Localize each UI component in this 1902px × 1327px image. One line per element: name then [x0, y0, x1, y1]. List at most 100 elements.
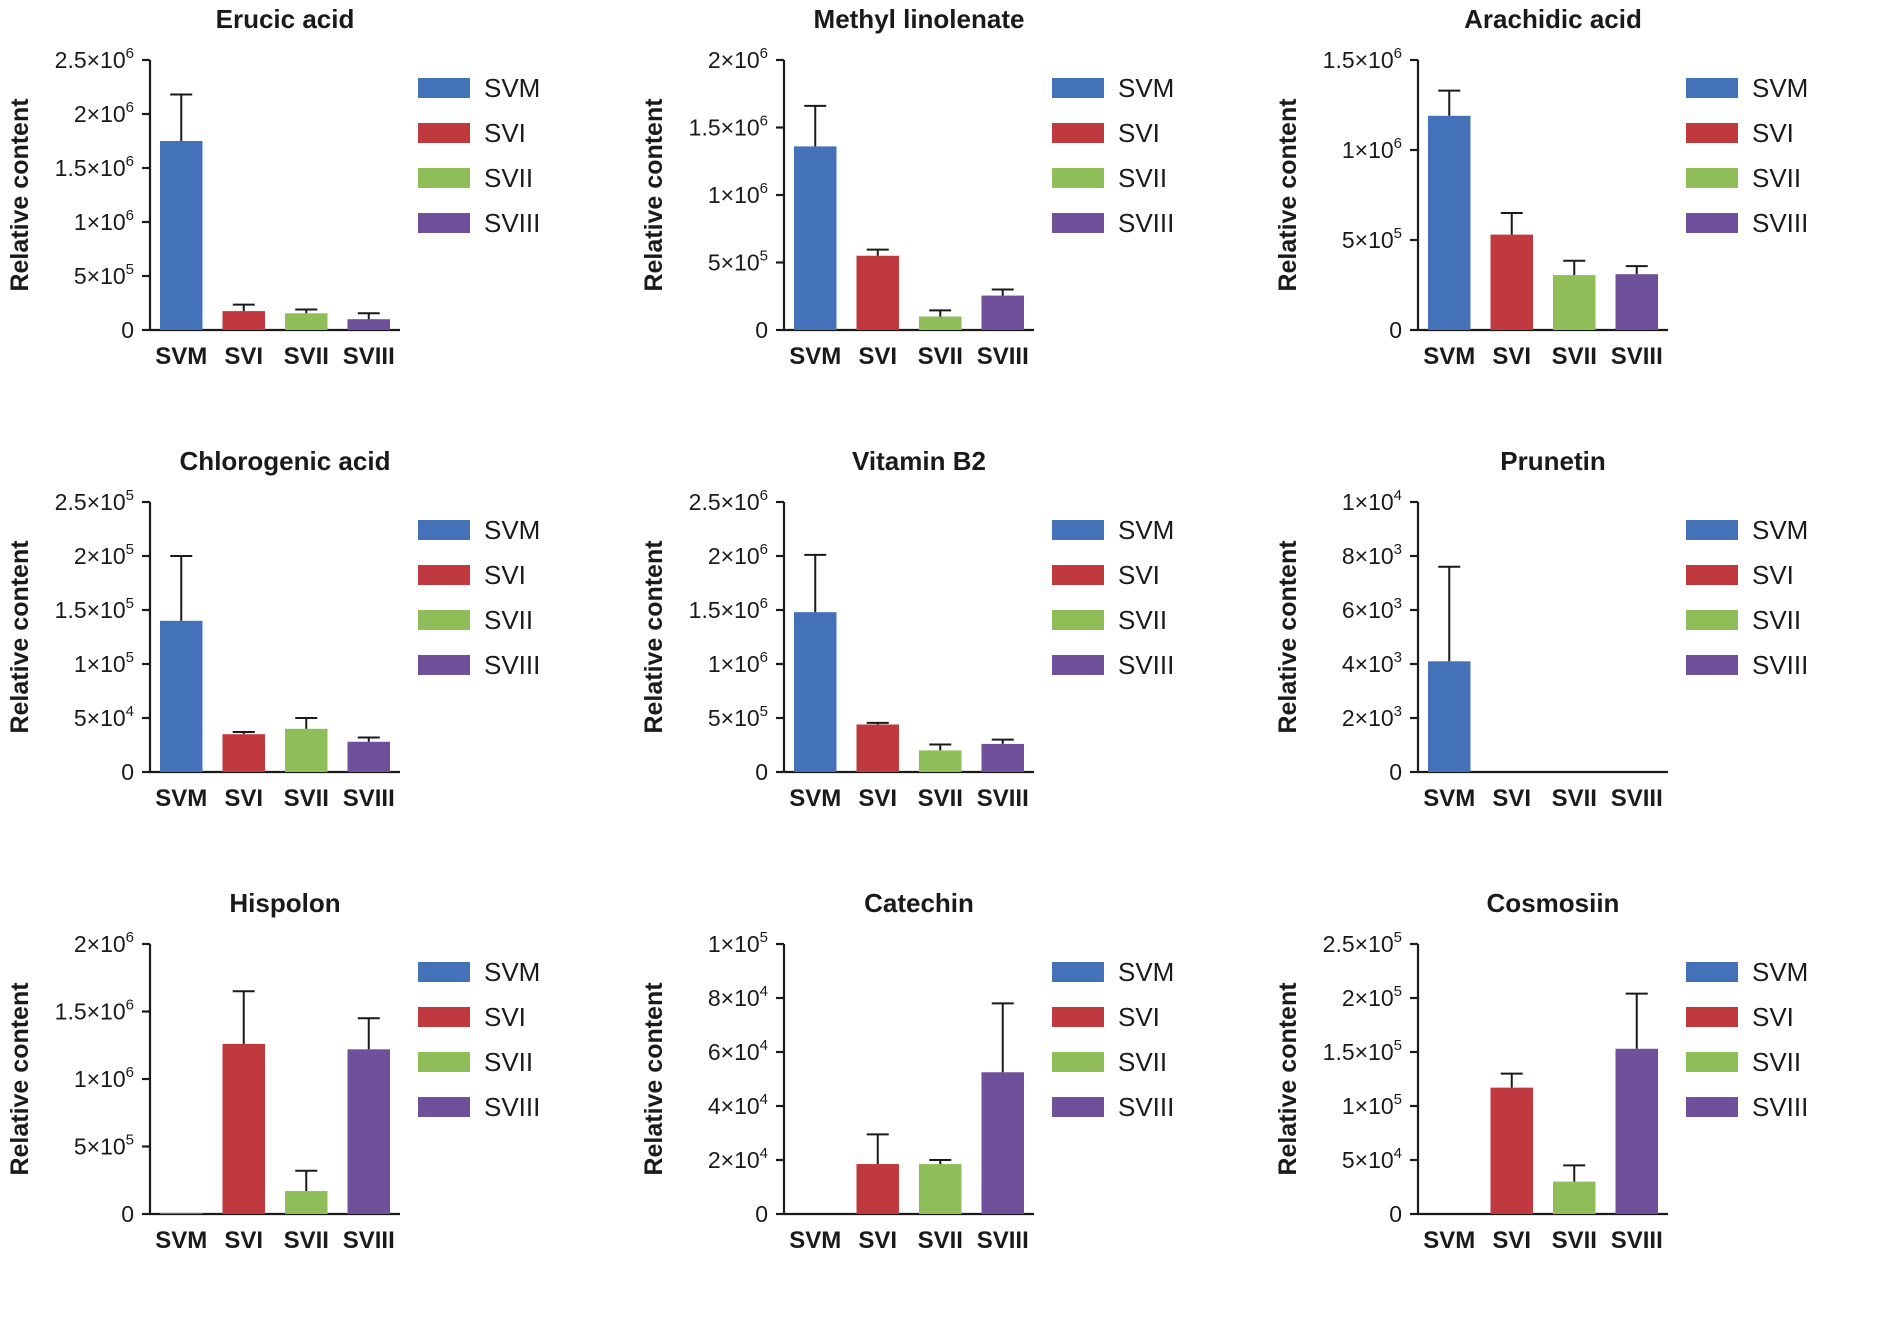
- y-tick-label: 5×105: [708, 248, 768, 276]
- legend-label: SVIII: [484, 650, 540, 680]
- bar-svii: [919, 750, 962, 772]
- legend-swatch-svi: [1686, 123, 1738, 143]
- y-tick-label: 1.5×105: [55, 595, 134, 623]
- x-tick-label: SVI: [1492, 343, 1531, 370]
- y-tick-label: 0: [1389, 1201, 1402, 1227]
- legend-swatch-svi: [1052, 1007, 1104, 1027]
- chart-panel-3: Chlorogenic acid Relative content 0 5×104 1×…: [0, 442, 634, 884]
- bar-svii: [1553, 275, 1596, 330]
- x-tick-label: SVII: [1552, 785, 1597, 812]
- chart-title: Arachidic acid: [1464, 4, 1642, 34]
- y-tick-label: 1.5×106: [1323, 45, 1402, 73]
- chart-panel-5: Prunetin Relative content 0 2×103 4×103 6×103…: [1268, 442, 1902, 884]
- y-tick-label: 2.5×105: [1323, 929, 1402, 957]
- legend-swatch-sviii: [1686, 1097, 1738, 1117]
- y-tick-label: 2.5×105: [55, 487, 134, 515]
- legend-swatch-svii: [1686, 168, 1738, 188]
- legend-swatch-svm: [1052, 520, 1104, 540]
- legend-swatch-svi: [1052, 123, 1104, 143]
- x-tick-label: SVII: [284, 785, 329, 812]
- chart-panel-2: Arachidic acid Relative content 0 5×105 1×10…: [1268, 0, 1902, 442]
- bar-sviii: [347, 1049, 390, 1214]
- legend-label: SVIII: [1752, 650, 1808, 680]
- y-axis-label: Relative content: [1274, 98, 1302, 292]
- y-tick-label: 0: [755, 759, 768, 785]
- bar-svi: [1490, 1087, 1533, 1214]
- y-tick-label: 6×103: [1342, 595, 1402, 623]
- bar-svi: [222, 311, 265, 330]
- legend-swatch-svii: [1052, 168, 1104, 188]
- legend-label: SVM: [1752, 957, 1808, 987]
- x-tick-label: SVII: [1552, 1227, 1597, 1254]
- x-tick-label: SVM: [155, 343, 207, 370]
- legend-label: SVM: [484, 515, 540, 545]
- legend-swatch-svii: [418, 1052, 470, 1072]
- bar-svi: [1490, 234, 1533, 330]
- y-tick-label: 4×104: [708, 1091, 768, 1119]
- chart-svg: Erucic acid Relative content 0 5×105 1×106 1.…: [6, 4, 540, 370]
- bar-svii: [1553, 1181, 1596, 1214]
- legend-label: SVIII: [484, 208, 540, 238]
- y-tick-label: 2×106: [708, 45, 768, 73]
- legend-label: SVII: [1118, 605, 1167, 635]
- bar-svii: [919, 1164, 962, 1214]
- legend-swatch-sviii: [418, 655, 470, 675]
- x-tick-label: SVM: [789, 1227, 841, 1254]
- chart-title: Erucic acid: [216, 4, 355, 34]
- legend-swatch-svii: [1052, 610, 1104, 630]
- legend-label: SVM: [1118, 515, 1174, 545]
- x-tick-label: SVIII: [1611, 1227, 1663, 1254]
- legend-swatch-svm: [1686, 78, 1738, 98]
- x-tick-label: SVM: [789, 785, 841, 812]
- legend-label: SVM: [1118, 73, 1174, 103]
- chart-svg: Catechin Relative content 0 2×104 4×104 6×104…: [640, 888, 1174, 1254]
- chart-svg: Cosmosiin Relative content 0 5×104 1×105 1.5×…: [1274, 888, 1808, 1254]
- legend-label: SVII: [1118, 1047, 1167, 1077]
- y-tick-label: 1×106: [1342, 135, 1402, 163]
- bar-sviii: [981, 743, 1024, 772]
- bar-svm: [1428, 661, 1471, 772]
- legend-swatch-sviii: [1052, 213, 1104, 233]
- y-axis-label: Relative content: [1274, 540, 1302, 734]
- y-tick-label: 2×103: [1342, 703, 1402, 731]
- y-tick-label: 0: [755, 1201, 768, 1227]
- x-tick-label: SVIII: [343, 785, 395, 812]
- chart-panel-7: Catechin Relative content 0 2×104 4×104 6×104…: [634, 884, 1268, 1326]
- chart-panel-0: Erucic acid Relative content 0 5×105 1×106 1.…: [0, 0, 634, 442]
- bar-sviii: [981, 1072, 1024, 1214]
- legend-label: SVM: [484, 957, 540, 987]
- y-tick-label: 1×105: [708, 929, 768, 957]
- x-tick-label: SVI: [858, 1227, 897, 1254]
- y-tick-label: 5×104: [1342, 1145, 1402, 1173]
- x-tick-label: SVII: [918, 343, 963, 370]
- x-tick-label: SVI: [1492, 785, 1531, 812]
- bar-svm: [794, 612, 837, 772]
- legend-label: SVII: [1118, 163, 1167, 193]
- legend-label: SVI: [484, 118, 526, 148]
- legend-swatch-sviii: [1686, 655, 1738, 675]
- y-tick-label: 2.5×106: [55, 45, 134, 73]
- x-tick-label: SVII: [918, 1227, 963, 1254]
- y-tick-label: 1×105: [1342, 1091, 1402, 1119]
- x-tick-label: SVM: [1423, 785, 1475, 812]
- legend-label: SVI: [1118, 560, 1160, 590]
- legend-label: SVII: [484, 605, 533, 635]
- legend-swatch-svm: [1052, 962, 1104, 982]
- chart-panel-1: Methyl linolenate Relative content 0 5×105 1…: [634, 0, 1268, 442]
- y-tick-label: 1×106: [74, 207, 134, 235]
- y-axis-label: Relative content: [640, 982, 668, 1176]
- legend-swatch-svi: [1686, 565, 1738, 585]
- bar-svi: [856, 724, 899, 772]
- chart-svg: Chlorogenic acid Relative content 0 5×104 1×…: [6, 446, 540, 812]
- bar-svi: [222, 1043, 265, 1214]
- legend-label: SVIII: [1118, 1092, 1174, 1122]
- legend-label: SVI: [484, 1002, 526, 1032]
- legend-label: SVM: [1752, 73, 1808, 103]
- y-tick-label: 1×105: [74, 649, 134, 677]
- bar-svm: [160, 141, 203, 330]
- chart-title: Hispolon: [229, 888, 340, 918]
- legend-swatch-svm: [1686, 520, 1738, 540]
- chart-title: Methyl linolenate: [814, 4, 1025, 34]
- y-tick-label: 1.5×106: [55, 997, 134, 1025]
- chart-title: Chlorogenic acid: [180, 446, 391, 476]
